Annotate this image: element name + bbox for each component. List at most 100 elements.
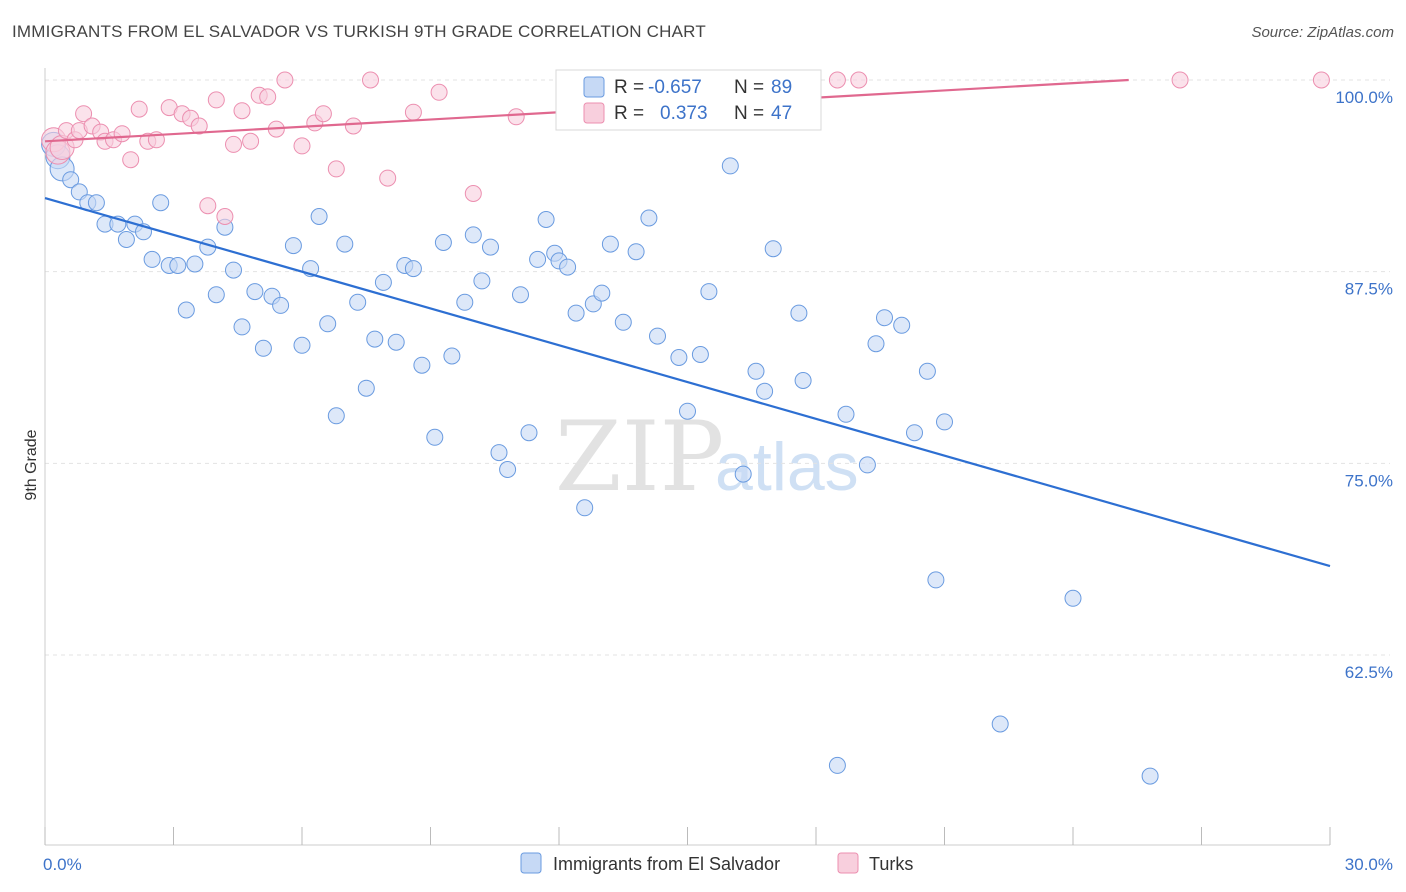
point-el-salvador — [927, 571, 945, 589]
point-el-salvador — [207, 286, 225, 304]
point-el-salvador — [413, 356, 431, 374]
legend-n-label: N = — [734, 103, 764, 124]
y-tick-label: 62.5% — [1345, 663, 1393, 682]
point-el-salvador — [233, 318, 251, 336]
point-el-salvador — [893, 316, 911, 334]
point-turks — [207, 91, 225, 109]
x-tick-labels: 0.0% 30.0% — [43, 855, 1393, 874]
point-turks — [233, 102, 251, 120]
point-turks — [113, 125, 131, 143]
point-turks — [850, 71, 868, 89]
point-el-salvador — [679, 402, 696, 420]
point-el-salvador — [936, 413, 953, 431]
point-el-salvador — [152, 194, 170, 212]
point-el-salvador — [254, 339, 272, 357]
point-el-salvador — [319, 315, 337, 333]
series-el-salvador-points — [41, 131, 1159, 785]
watermark-zip: ZIP — [555, 401, 724, 513]
chart-title: IMMIGRANTS FROM EL SALVADOR VS TURKISH 9… — [12, 22, 706, 41]
point-el-salvador — [1064, 589, 1082, 607]
point-el-salvador — [404, 260, 422, 278]
y-axis-label: 9th Grade — [23, 429, 40, 500]
point-turks — [430, 83, 448, 101]
point-el-salvador — [764, 240, 782, 258]
watermark-atlas: atlas — [715, 429, 859, 505]
point-el-salvador — [691, 346, 709, 363]
legend-r-label: R = — [614, 103, 644, 124]
point-el-salvador — [867, 335, 885, 353]
legend-n-value: 89 — [771, 77, 792, 98]
point-el-salvador — [512, 286, 529, 304]
point-el-salvador — [858, 456, 876, 474]
point-el-salvador — [336, 235, 354, 253]
legend-r-value: -0.657 — [648, 77, 702, 98]
point-el-salvador — [649, 327, 666, 345]
correlation-legend: R = -0.657 N = 89 R = 0.373 N = 47 — [555, 69, 822, 131]
y-tick-labels: 62.5% 75.0% 87.5% 100.0% — [1335, 88, 1393, 682]
point-turks — [190, 117, 208, 135]
point-el-salvador — [734, 465, 752, 483]
point-el-salvador — [567, 304, 585, 322]
point-turks — [404, 103, 422, 121]
point-el-salvador — [499, 461, 517, 478]
point-el-salvador — [434, 234, 452, 251]
point-el-salvador — [310, 208, 328, 225]
point-el-salvador — [593, 284, 611, 302]
legend-n-label: N = — [734, 77, 764, 98]
point-el-salvador — [537, 211, 555, 228]
axes — [44, 68, 1331, 846]
y-tick-label: 75.0% — [1345, 471, 1393, 490]
point-turks — [130, 100, 148, 118]
point-el-salvador — [906, 424, 923, 442]
legend-swatch-el-salvador — [520, 852, 542, 874]
point-el-salvador — [790, 304, 808, 322]
point-el-salvador — [357, 379, 375, 397]
x-tick-label: 0.0% — [43, 855, 82, 874]
point-turks — [122, 151, 140, 169]
y-tick-label: 87.5% — [1345, 280, 1393, 299]
legend-label-el-salvador: Immigrants from El Salvador — [553, 854, 780, 874]
source-credit: Source: ZipAtlas.com — [1251, 24, 1394, 41]
point-el-salvador — [443, 347, 461, 365]
point-el-salvador — [918, 362, 936, 380]
legend-swatch-blue — [583, 76, 605, 98]
point-turks — [507, 108, 525, 126]
point-turks — [242, 132, 260, 150]
point-el-salvador — [794, 372, 812, 389]
point-el-salvador — [756, 382, 774, 400]
gridlines — [45, 79, 1390, 656]
point-turks — [75, 105, 93, 123]
point-el-salvador — [747, 362, 765, 380]
point-turks — [314, 105, 332, 123]
point-el-salvador — [456, 293, 474, 311]
point-turks — [344, 117, 362, 135]
point-el-salvador — [490, 444, 508, 462]
point-turks — [1171, 71, 1189, 89]
point-el-salvador — [374, 273, 392, 291]
point-el-salvador — [627, 243, 645, 261]
point-turks — [828, 71, 846, 89]
point-el-salvador — [828, 756, 846, 774]
point-el-salvador — [640, 209, 658, 227]
point-el-salvador — [169, 257, 187, 274]
point-el-salvador — [186, 255, 204, 273]
point-el-salvador — [464, 226, 482, 244]
point-el-salvador — [62, 171, 80, 189]
point-el-salvador — [482, 238, 499, 256]
point-el-salvador — [601, 235, 619, 253]
legend-swatch-turks — [837, 852, 859, 874]
series-legend: Immigrants from El Salvador Turks — [520, 852, 913, 874]
point-el-salvador — [520, 424, 538, 442]
legend-swatch-pink — [583, 102, 605, 124]
point-el-salvador — [366, 330, 384, 348]
point-turks — [327, 160, 345, 178]
point-el-salvador — [529, 250, 547, 268]
point-turks — [199, 197, 217, 215]
point-el-salvador — [614, 313, 632, 331]
point-turks — [276, 71, 294, 89]
y-tick-label: 100.0% — [1335, 88, 1393, 107]
point-turks — [293, 137, 311, 155]
point-el-salvador — [284, 237, 302, 255]
point-el-salvador — [837, 405, 855, 423]
point-el-salvador — [117, 231, 135, 248]
